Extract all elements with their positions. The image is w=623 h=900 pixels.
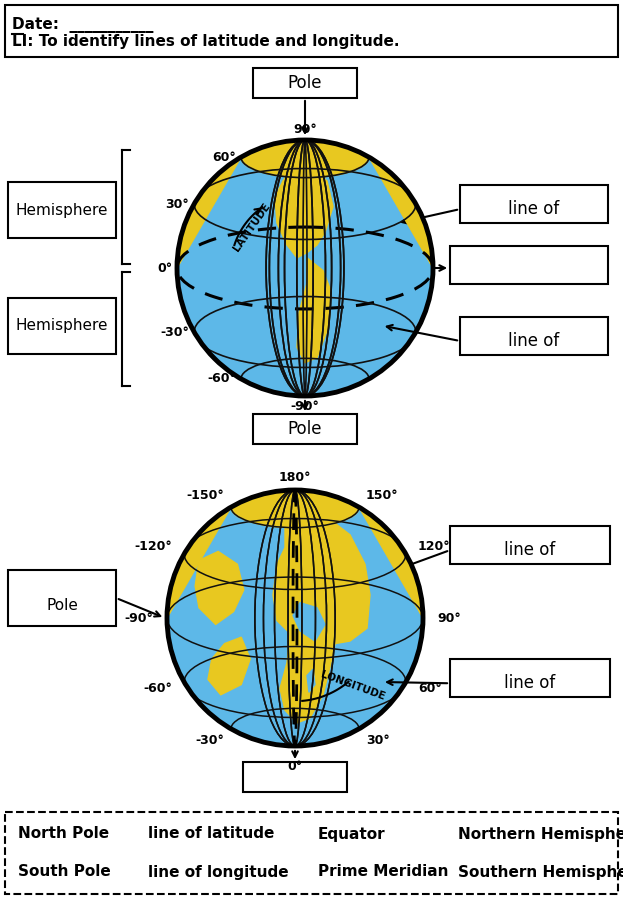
Polygon shape (307, 670, 315, 692)
Text: Pole: Pole (46, 598, 78, 614)
Bar (243, 762, 347, 792)
Polygon shape (273, 506, 370, 723)
Text: -30°: -30° (160, 326, 189, 338)
Polygon shape (195, 552, 244, 625)
Text: line of: line of (508, 200, 559, 218)
Text: Pole: Pole (288, 420, 322, 438)
Text: Prime Meridian: Prime Meridian (318, 865, 449, 879)
Bar (460, 184, 608, 223)
Text: 30°: 30° (366, 734, 390, 748)
Text: 90°: 90° (437, 611, 461, 625)
Text: -60°: -60° (143, 682, 172, 696)
Text: LATITUDE: LATITUDE (231, 202, 272, 253)
Text: 60°: 60° (212, 150, 236, 164)
Text: Southern Hemisphere: Southern Hemisphere (458, 865, 623, 879)
Text: 90°: 90° (293, 123, 317, 136)
Text: 60°: 60° (418, 682, 442, 696)
Bar (460, 317, 608, 355)
Bar (450, 526, 610, 563)
Text: line of: line of (508, 332, 559, 350)
Polygon shape (297, 257, 331, 363)
Text: line of: line of (505, 541, 556, 559)
Text: 30°: 30° (165, 197, 189, 211)
Text: South Pole: South Pole (18, 865, 111, 879)
Text: Pole: Pole (288, 74, 322, 92)
Text: -150°: -150° (186, 489, 224, 501)
Text: Hemisphere: Hemisphere (16, 202, 108, 218)
Text: Hemisphere: Hemisphere (16, 318, 108, 333)
Text: line of longitude: line of longitude (148, 865, 288, 879)
Polygon shape (167, 491, 423, 618)
Text: -120°: -120° (135, 541, 172, 554)
Bar (450, 246, 608, 284)
Text: Equator: Equator (318, 826, 386, 842)
Text: -90°: -90° (124, 611, 153, 625)
Text: -90°: -90° (290, 400, 320, 413)
Text: LONGITUDE: LONGITUDE (320, 670, 387, 703)
Bar (8, 298, 116, 354)
Circle shape (177, 140, 433, 396)
Bar (253, 414, 357, 444)
Text: line of latitude: line of latitude (148, 826, 274, 842)
Bar (450, 659, 610, 697)
Bar (8, 570, 116, 626)
Text: -30°: -30° (195, 734, 224, 748)
Text: 150°: 150° (366, 489, 399, 501)
Bar (5, 5, 618, 57)
Polygon shape (208, 637, 250, 695)
Bar (8, 183, 116, 238)
Polygon shape (293, 603, 325, 641)
Circle shape (167, 490, 423, 746)
Text: 0°: 0° (157, 262, 172, 274)
Text: Northern Hemisphere: Northern Hemisphere (458, 826, 623, 842)
Text: line of: line of (505, 674, 556, 692)
Bar (5, 812, 618, 894)
Bar (253, 68, 357, 98)
Polygon shape (177, 140, 433, 268)
Polygon shape (275, 166, 333, 257)
Text: Date:  ___________: Date: ___________ (12, 17, 153, 33)
Text: 180°: 180° (278, 471, 312, 484)
Polygon shape (309, 159, 331, 181)
Text: North Pole: North Pole (18, 826, 109, 842)
Text: 120°: 120° (418, 541, 450, 554)
Text: LI: To identify lines of latitude and longitude.: LI: To identify lines of latitude and lo… (12, 34, 399, 49)
Text: -60°: -60° (207, 373, 236, 385)
Text: 0°: 0° (287, 760, 303, 773)
